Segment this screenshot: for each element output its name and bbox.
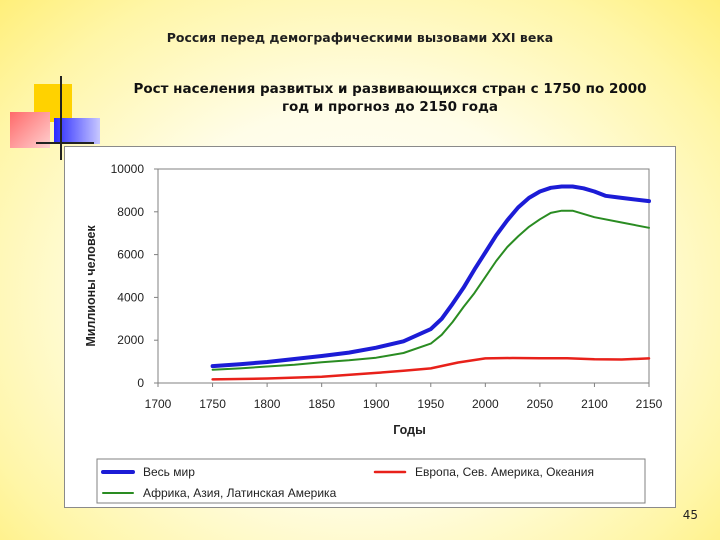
x-tick-label: 2150 [636,397,663,411]
x-tick-label: 2000 [472,397,499,411]
x-tick-label: 1950 [417,397,444,411]
x-tick-label: 1850 [308,397,335,411]
page-number: 45 [682,508,698,522]
legend-label-3: Африка, Азия, Латинская Америка [143,486,337,500]
slide-header: Россия перед демографическими вызовами X… [166,30,554,45]
x-tick-label: 1750 [199,397,226,411]
chart-frame: 0 2000 4000 6000 8000 10000 1700 1750 1800 1850 19… [64,146,676,508]
y-tick-label: 0 [137,376,144,390]
legend [96,458,646,504]
deco-vertical-line [60,76,62,160]
legend-label-1: Весь мир [143,465,195,479]
x-tick-label: 2050 [527,397,554,411]
x-tick-label: 1700 [145,397,172,411]
x-tick-label: 1800 [254,397,281,411]
population-line-chart: 0 2000 4000 6000 8000 10000 1700 1750 1800 1850 19… [84,162,663,504]
series-line-1 [210,184,651,369]
y-tick-label: 10000 [111,162,145,176]
slide-title: Рост населения развитых и развивающихся … [100,80,680,116]
x-axis-label: Годы [393,423,426,437]
x-tick-label: 2100 [581,397,608,411]
y-tick-label: 8000 [117,205,144,219]
x-tick-label: 1900 [363,397,390,411]
y-tick-label: 2000 [117,333,144,347]
deco-horizontal-line [36,142,94,144]
slide-title-line2: год и прогноз до 2150 года [281,99,499,115]
series-line-2 [211,356,651,381]
y-tick-label: 4000 [117,290,144,304]
y-tick-label: 6000 [117,248,144,262]
plot-area [157,168,650,384]
slide-title-line1: Рост населения развитых и развивающихся … [133,81,647,97]
y-axis-label: Миллионы человек [84,225,98,347]
series-line-3 [211,209,650,371]
legend-label-2: Европа, Сев. Америка, Океания [415,465,594,479]
